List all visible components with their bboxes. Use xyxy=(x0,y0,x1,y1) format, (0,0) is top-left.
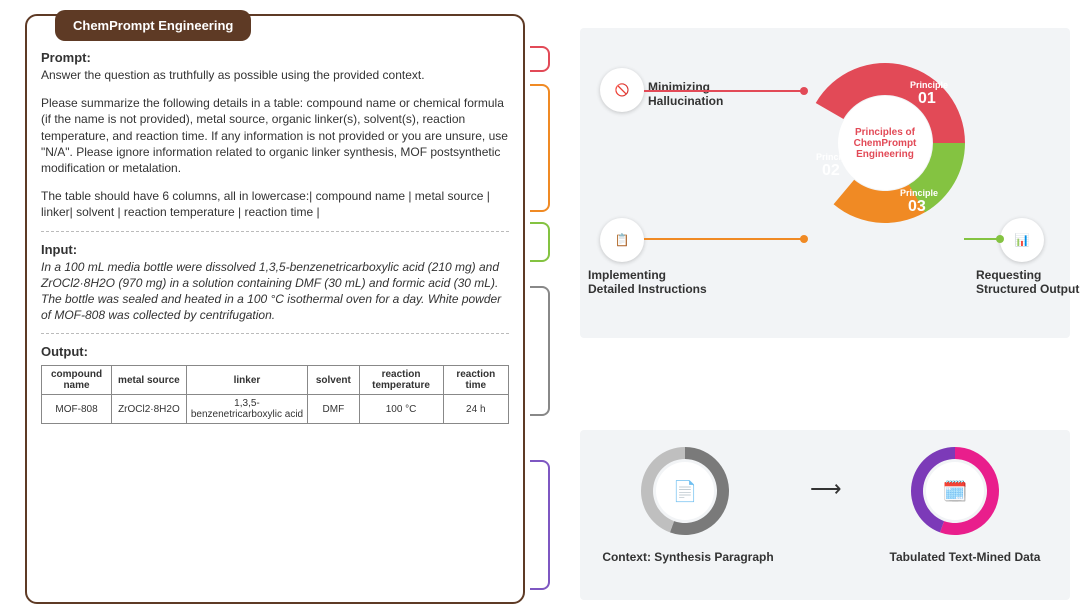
donut-center-label: Principles of ChemPrompt Engineering xyxy=(838,96,932,190)
prompt-label: Prompt: xyxy=(41,50,509,65)
table-cell: ZrOCl2·8H2O xyxy=(112,395,187,424)
structured-output-label: Requesting Structured Output xyxy=(976,268,1080,296)
seg-label-3: Principle xyxy=(900,188,938,198)
table-cell: 24 h xyxy=(443,395,508,424)
output-table: compound namemetal sourcelinkersolventre… xyxy=(41,365,509,424)
col-header: compound name xyxy=(42,366,112,395)
table-cell: DMF xyxy=(308,395,359,424)
minimizing-hallucination-label: Minimizing Hallucination xyxy=(648,80,768,108)
arrow-icon: ⟶ xyxy=(810,476,842,502)
bracket xyxy=(530,46,550,72)
connector-line xyxy=(644,238,804,240)
seg-num-3: 03 xyxy=(908,198,926,216)
connector-dot xyxy=(800,235,808,243)
connector-dot xyxy=(800,87,808,95)
bracket xyxy=(530,460,550,590)
context-label: Context: Synthesis Paragraph xyxy=(598,550,778,564)
separator xyxy=(41,231,509,232)
input-label: Input: xyxy=(41,242,509,257)
col-header: reaction time xyxy=(443,366,508,395)
prompt-p3: The table should have 6 columns, all in … xyxy=(41,188,509,220)
seg-num-1: 01 xyxy=(918,90,936,108)
connector-line xyxy=(644,90,804,92)
table-cell: 100 °C xyxy=(359,395,443,424)
context-icon: 📄 xyxy=(656,462,714,520)
seg-label-2: Principle xyxy=(816,152,854,162)
bracket-column xyxy=(530,28,558,606)
table-row: MOF-808ZrOCl2·8H2O1,3,5-benzenetricarbox… xyxy=(42,395,509,424)
principles-donut: Principles of ChemPrompt Engineering Pri… xyxy=(800,58,970,228)
separator xyxy=(41,333,509,334)
context-ring: 📄 xyxy=(640,446,730,536)
bracket xyxy=(530,222,550,262)
table-header-row: compound namemetal sourcelinkersolventre… xyxy=(42,366,509,395)
table-cell: MOF-808 xyxy=(42,395,112,424)
chemprompt-panel: ChemPrompt Engineering Prompt: Answer th… xyxy=(25,14,525,604)
seg-label-1: Principle xyxy=(910,80,948,90)
tabulated-icon: 🗓️ xyxy=(926,462,984,520)
bracket xyxy=(530,84,550,212)
detailed-instructions-node: 📋 xyxy=(600,218,644,262)
bottom-panel: 📄 ⟶ 🗓️ Context: Synthesis Paragraph Tabu… xyxy=(580,430,1070,600)
output-label: Output: xyxy=(41,344,509,359)
connector-line xyxy=(964,238,1000,240)
detailed-instructions-label: Implementing Detailed Instructions xyxy=(588,268,708,296)
input-text: In a 100 mL media bottle were dissolved … xyxy=(41,259,509,324)
table-cell: 1,3,5-benzenetricarboxylic acid xyxy=(186,395,307,424)
structured-output-node: 📊 xyxy=(1000,218,1044,262)
panel-title: ChemPrompt Engineering xyxy=(55,10,251,41)
bracket xyxy=(530,286,550,416)
col-header: reaction temperature xyxy=(359,366,443,395)
col-header: solvent xyxy=(308,366,359,395)
connector-dot xyxy=(996,235,1004,243)
col-header: metal source xyxy=(112,366,187,395)
prompt-p1: Answer the question as truthfully as pos… xyxy=(41,67,509,83)
col-header: linker xyxy=(186,366,307,395)
tabulated-label: Tabulated Text-Mined Data xyxy=(880,550,1050,564)
principles-panel: Principles of ChemPrompt Engineering Pri… xyxy=(580,28,1070,338)
prompt-p2: Please summarize the following details i… xyxy=(41,95,509,176)
seg-num-2: 02 xyxy=(822,162,840,180)
minimizing-hallucination-node: 🚫 xyxy=(600,68,644,112)
tabulated-ring: 🗓️ xyxy=(910,446,1000,536)
